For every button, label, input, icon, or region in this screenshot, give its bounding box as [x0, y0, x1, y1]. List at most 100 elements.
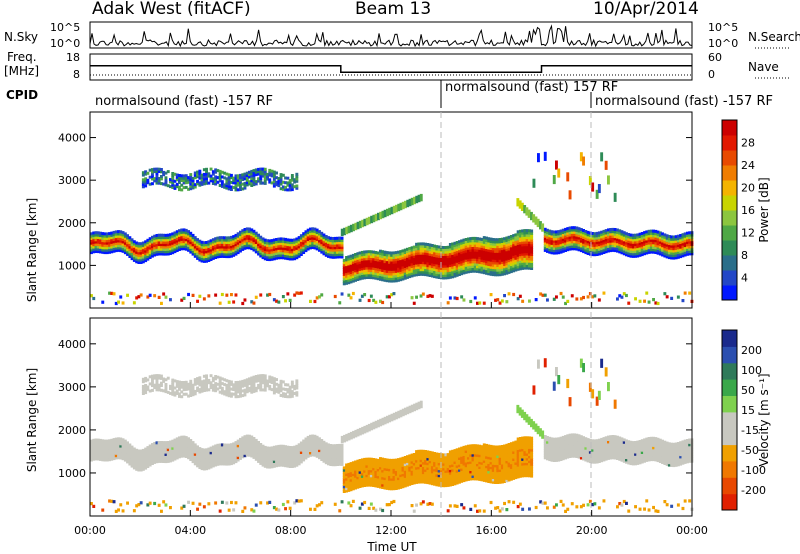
velocity-cell [141, 467, 145, 471]
velocity-cell [239, 447, 242, 451]
velocity-cell [351, 482, 355, 486]
power-cell [311, 236, 315, 240]
power-upper-cell [160, 170, 163, 174]
velocity-cell [295, 451, 299, 455]
velocity-cell [99, 455, 102, 459]
velocity-cell [333, 456, 337, 460]
power-cell [609, 235, 613, 238]
velocity-upper-cell [279, 386, 283, 390]
power-cell [112, 247, 116, 251]
velocity-cell [351, 487, 355, 491]
power-cell [467, 251, 470, 255]
velocity-cell [207, 466, 211, 470]
power-cell [469, 258, 473, 262]
velocity-cell [272, 462, 276, 466]
velocity-cell [340, 458, 344, 462]
power-cell [182, 237, 186, 241]
power-cell [318, 239, 321, 243]
power-upper-cell [216, 180, 220, 184]
velocity-cell [286, 464, 290, 468]
power-cell [485, 260, 488, 264]
power-cell [453, 269, 457, 273]
power-cell [471, 244, 475, 247]
velocity-cell [327, 462, 330, 466]
power-cell [394, 255, 398, 259]
power-cell [401, 270, 405, 274]
power-cell [661, 246, 664, 250]
power-cell [148, 239, 152, 243]
power-cell [331, 253, 335, 257]
power-cell [476, 239, 479, 243]
power-noise-cell [191, 293, 195, 297]
power-cell [435, 259, 439, 263]
power-cell [408, 254, 412, 257]
power-cell [591, 250, 595, 254]
velocity-cell [302, 453, 306, 457]
velocity-cell [218, 455, 222, 459]
power-cell [622, 233, 626, 237]
power-cell [548, 231, 552, 235]
velocity-cell [162, 457, 166, 461]
power-cell [460, 269, 464, 273]
power-cell [494, 261, 497, 265]
power-cell [442, 255, 446, 259]
power-cell [491, 238, 495, 241]
power-noise-cell [392, 292, 396, 296]
velocity-upper-cell [164, 390, 168, 394]
power-cell [358, 258, 362, 262]
power-cell [141, 250, 145, 254]
velocity-upper-cell [248, 382, 251, 386]
power-cell [649, 238, 653, 242]
velocity-cell [248, 448, 251, 452]
power-upper-cell [248, 182, 251, 186]
velocity-cell [112, 438, 116, 442]
velocity-cell [169, 454, 172, 458]
power-noise-cell [281, 295, 285, 299]
velocity-cell [218, 460, 222, 464]
date-title: 10/Apr/2014 [593, 0, 699, 19]
power-cell [568, 231, 572, 235]
power-cell [609, 244, 613, 248]
power-cell [600, 249, 604, 253]
velocity-upper-cell [232, 388, 236, 391]
power-cell [385, 267, 389, 271]
power-cell [248, 246, 251, 250]
power-cell [627, 254, 631, 258]
power-cell [604, 236, 608, 240]
power-cell [266, 239, 269, 243]
power-cell [500, 242, 504, 246]
power-cell [205, 257, 208, 261]
power-noise-cell [196, 299, 199, 303]
velocity-cell [356, 476, 360, 480]
velocity-upper-cell [171, 383, 175, 387]
velocity-upper-cell [241, 394, 245, 398]
velocity-upper-cell [184, 387, 188, 391]
power-cell [101, 239, 105, 243]
power-streak-cell [397, 203, 401, 212]
velocity-cell [189, 453, 193, 457]
power-cell [263, 238, 267, 242]
power-cell [636, 249, 640, 253]
power-cell [331, 241, 335, 245]
velocity-noise-cell [218, 509, 222, 513]
power-upper-cell [180, 188, 184, 192]
velocity-cell [342, 473, 346, 477]
power-cell [288, 241, 292, 245]
power-cell [494, 240, 497, 244]
velocity-upper-cell [198, 376, 202, 380]
power-cell [96, 243, 100, 247]
power-cell [211, 254, 215, 258]
power-cell [327, 247, 330, 251]
power-cell [356, 275, 360, 279]
velocity-upper-cell [171, 390, 175, 394]
power-upper-cell [141, 180, 145, 184]
power-cell [528, 245, 531, 249]
velocity-cell [171, 458, 175, 462]
velocity-cell [284, 450, 287, 453]
power-cell [128, 240, 132, 244]
power-cell [166, 240, 170, 244]
power-cell [211, 249, 215, 253]
power-cell [306, 238, 310, 242]
power-cell [288, 248, 292, 252]
power-cell [367, 254, 371, 258]
